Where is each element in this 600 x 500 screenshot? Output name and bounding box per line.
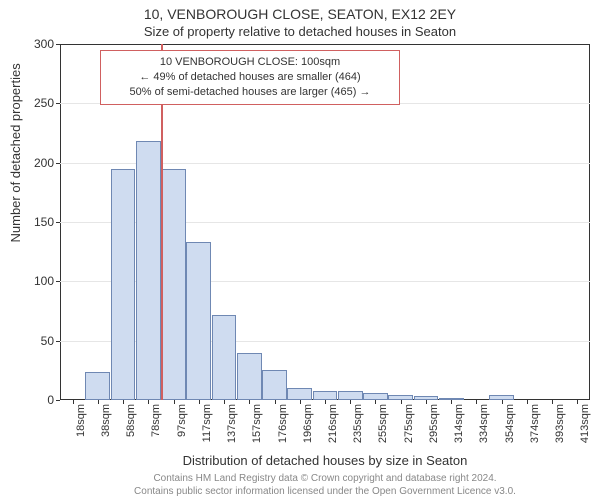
ytick-label: 200 xyxy=(34,156,60,170)
xtick-label: 235sqm xyxy=(352,404,364,443)
xtick-mark xyxy=(199,400,200,404)
ytick-label: 0 xyxy=(47,393,60,407)
page-title: 10, VENBOROUGH CLOSE, SEATON, EX12 2EY xyxy=(0,6,600,22)
xtick-mark xyxy=(275,400,276,404)
xtick-label: 374sqm xyxy=(529,404,541,443)
xtick-label: 78sqm xyxy=(150,404,162,437)
xtick-label: 334sqm xyxy=(478,404,490,443)
xtick-mark xyxy=(224,400,225,404)
ytick-label: 100 xyxy=(34,274,60,288)
xtick-mark xyxy=(174,400,175,404)
histogram-bar xyxy=(85,372,110,400)
property-callout: 10 VENBOROUGH CLOSE: 100sqm← 49% of deta… xyxy=(100,50,400,105)
xtick-label: 58sqm xyxy=(125,404,137,437)
ytick-label: 50 xyxy=(41,334,60,348)
xtick-mark xyxy=(426,400,427,404)
copyright: Contains HM Land Registry data © Crown c… xyxy=(60,473,590,498)
chart-page: 10, VENBOROUGH CLOSE, SEATON, EX12 2EY S… xyxy=(0,0,600,500)
xtick-label: 413sqm xyxy=(579,404,591,443)
xtick-label: 393sqm xyxy=(554,404,566,443)
ytick-label: 150 xyxy=(34,215,60,229)
xtick-label: 255sqm xyxy=(377,404,389,443)
histogram-bar xyxy=(212,315,237,400)
callout-line: 10 VENBOROUGH CLOSE: 100sqm xyxy=(109,55,391,70)
copyright-line-2: Contains public sector information licen… xyxy=(60,486,590,499)
callout-line: ← 49% of detached houses are smaller (46… xyxy=(109,70,391,85)
y-axis-label: Number of detached properties xyxy=(8,63,23,242)
histogram-bar xyxy=(338,391,363,400)
histogram-bar xyxy=(262,370,287,400)
histogram-bar xyxy=(237,353,262,400)
plot-area: 10 VENBOROUGH CLOSE: 100sqm← 49% of deta… xyxy=(60,44,590,400)
copyright-line-1: Contains HM Land Registry data © Crown c… xyxy=(60,473,590,486)
x-axis-label: Distribution of detached houses by size … xyxy=(60,453,590,468)
page-subtitle: Size of property relative to detached ho… xyxy=(0,24,600,39)
histogram-bar xyxy=(363,393,388,400)
histogram-bar xyxy=(136,141,161,400)
xtick-mark xyxy=(552,400,553,404)
histogram-bar xyxy=(186,242,211,400)
xtick-label: 314sqm xyxy=(453,404,465,443)
xtick-label: 196sqm xyxy=(302,404,314,443)
histogram-bar xyxy=(287,388,312,400)
xtick-label: 38sqm xyxy=(100,404,112,437)
xtick-mark xyxy=(123,400,124,404)
histogram-bar xyxy=(161,169,186,400)
ytick-label: 250 xyxy=(34,96,60,110)
xtick-mark xyxy=(401,400,402,404)
xtick-label: 157sqm xyxy=(251,404,263,443)
xtick-label: 176sqm xyxy=(277,404,289,443)
xtick-label: 137sqm xyxy=(226,404,238,443)
callout-line: 50% of semi-detached houses are larger (… xyxy=(109,85,391,100)
xtick-mark xyxy=(300,400,301,404)
histogram-bar xyxy=(111,169,136,400)
xtick-mark xyxy=(98,400,99,404)
xtick-label: 18sqm xyxy=(75,404,87,437)
xtick-label: 216sqm xyxy=(327,404,339,443)
xtick-label: 354sqm xyxy=(504,404,516,443)
xtick-mark xyxy=(325,400,326,404)
xtick-label: 97sqm xyxy=(176,404,188,437)
xtick-mark xyxy=(527,400,528,404)
xtick-mark xyxy=(502,400,503,404)
xtick-label: 295sqm xyxy=(428,404,440,443)
ytick-label: 300 xyxy=(34,37,60,51)
histogram-bar xyxy=(313,391,338,400)
xtick-label: 117sqm xyxy=(201,404,213,442)
xtick-label: 275sqm xyxy=(403,404,415,443)
xtick-mark xyxy=(73,400,74,404)
